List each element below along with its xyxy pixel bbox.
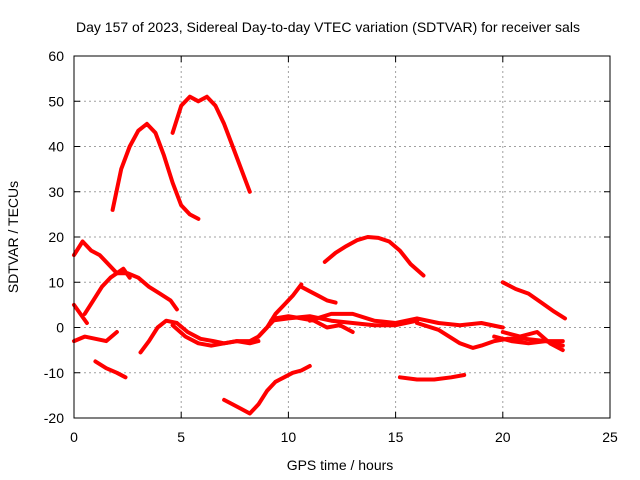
y-tick-label: 30 <box>48 184 64 200</box>
trace-arc11 <box>299 284 338 305</box>
x-tick-label: 0 <box>70 429 78 445</box>
x-tick-label: 15 <box>388 429 404 445</box>
y-tick-label: 50 <box>48 93 64 109</box>
x-tick-label: 5 <box>177 429 185 445</box>
x-axis-ticks: 0 5 10 15 20 25 <box>70 56 618 445</box>
trace-arc18 <box>500 280 567 321</box>
trace-arc10 <box>256 282 304 339</box>
trace-arc4 <box>82 266 132 316</box>
trace-arc12 <box>269 314 419 328</box>
trace-arc3 <box>72 239 179 312</box>
data-traces <box>72 94 567 416</box>
x-tick-label: 10 <box>281 429 297 445</box>
grid-lines <box>74 56 610 418</box>
y-axis-label: SDTVAR / TECUs <box>5 181 21 293</box>
trace-arc20 <box>397 373 467 382</box>
trace-arc2 <box>170 94 252 194</box>
trace-arc15 <box>492 334 565 346</box>
trace-arc5 <box>72 302 89 325</box>
trace-arc19 <box>222 364 312 416</box>
trace-arc6 <box>72 330 119 344</box>
trace-arc14 <box>415 321 565 350</box>
y-tick-label: -20 <box>44 410 64 426</box>
y-tick-label: 0 <box>56 320 64 336</box>
y-tick-label: 20 <box>48 229 64 245</box>
trace-arc13 <box>307 311 505 330</box>
trace-arc17 <box>322 235 426 278</box>
y-tick-label: 40 <box>48 139 64 155</box>
x-tick-label: 20 <box>495 429 511 445</box>
chart-title: Day 157 of 2023, Sidereal Day-to-day VTE… <box>76 19 580 35</box>
x-axis-label: GPS time / hours <box>287 457 394 473</box>
trace-arc7 <box>93 359 128 380</box>
trace-arc16 <box>500 330 565 353</box>
y-tick-label: -10 <box>44 365 64 381</box>
trace-arc1 <box>110 121 201 221</box>
x-tick-label: 25 <box>602 429 618 445</box>
y-tick-label: 10 <box>48 274 64 290</box>
y-tick-label: 60 <box>48 48 64 64</box>
trace-arc8 <box>138 318 261 355</box>
y-axis-ticks: -20 -10 0 10 20 30 40 50 60 <box>44 48 610 426</box>
